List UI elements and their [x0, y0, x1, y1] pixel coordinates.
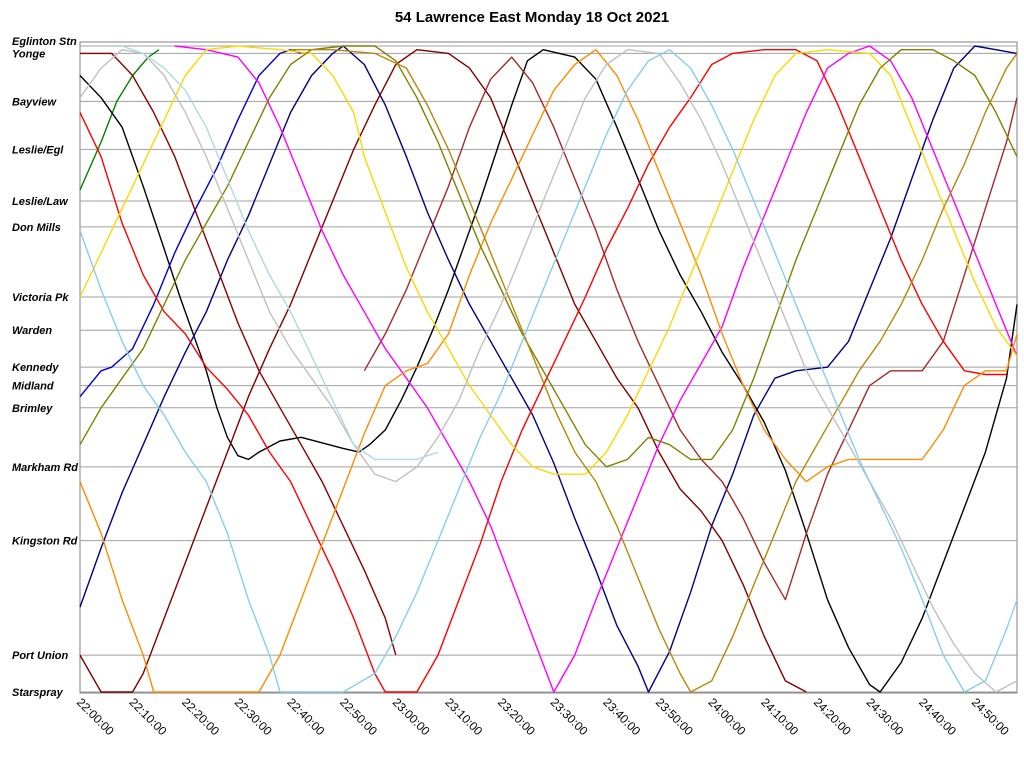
x-tick-labels: 22:00:00 22:10:00 22:20:00 22:30:00 22:40:00…: [74, 695, 1012, 738]
stop-label: Port Union: [12, 650, 68, 662]
vehicle-trip-line: [79, 45, 1018, 475]
x-tick-label: 22:20:00: [179, 695, 222, 738]
x-tick-label: 22:00:00: [74, 695, 117, 738]
stop-label: Kingston Rd: [12, 536, 78, 548]
vehicle-trip-line: [363, 56, 1018, 601]
x-tick-label: 24:50:00: [969, 695, 1012, 738]
stop-label: Starspray: [12, 687, 64, 699]
x-tick-label: 23:20:00: [495, 695, 538, 738]
x-tick-label: 22:30:00: [232, 695, 275, 738]
stop-label: Leslie/Law: [12, 196, 69, 208]
x-tick-label: 22:10:00: [127, 695, 170, 738]
stop-label: Eglinton Stn: [12, 36, 77, 48]
vehicle-trip-line: [79, 45, 1018, 693]
stop-label: Warden: [12, 325, 52, 337]
x-tick-label: 23:50:00: [653, 695, 696, 738]
series-lines: [79, 45, 1018, 693]
stop-label: Yonge: [12, 48, 45, 60]
x-tick-label: 24:20:00: [811, 695, 854, 738]
vehicle-trip-line: [79, 49, 1018, 693]
x-tick-label: 23:30:00: [548, 695, 591, 738]
stop-label: Bayview: [12, 96, 57, 108]
vehicle-trip-line: [174, 45, 1018, 693]
stop-label: Brimley: [12, 403, 53, 415]
vehicle-trip-line: [79, 49, 1018, 693]
x-tick-label: 24:00:00: [706, 695, 749, 738]
x-tick-label: 24:10:00: [758, 695, 801, 738]
x-tick-label: 23:10:00: [442, 695, 485, 738]
vehicle-trip-line: [79, 49, 302, 398]
stop-label: Leslie/Egl: [12, 144, 64, 156]
x-tick-label: 24:30:00: [863, 695, 906, 738]
stop-label: Midland: [12, 381, 54, 393]
stop-label: Victoria Pk: [12, 292, 69, 304]
chart-title: 54 Lawrence East Monday 18 Oct 2021: [394, 9, 670, 26]
vehicle-trip-line: [121, 45, 439, 461]
vehicle-trip-line: [79, 49, 807, 693]
stop-label: Kennedy: [12, 362, 59, 374]
vehicle-trip-line: [79, 45, 1018, 468]
stop-label: Don Mills: [12, 222, 61, 234]
stop-label: Markham Rd: [12, 462, 78, 474]
vehicle-trip-line: [79, 49, 1007, 693]
x-tick-label: 23:40:00: [600, 695, 643, 738]
x-tick-label: 22:50:00: [337, 695, 380, 738]
vehicle-trip-line: [290, 49, 1018, 693]
vehicle-trip-line: [80, 52, 397, 656]
vehicle-trip-line: [79, 49, 1018, 693]
x-tick-label: 22:40:00: [284, 695, 327, 738]
x-tick-label: 23:00:00: [390, 695, 433, 738]
x-tick-label: 24:40:00: [916, 695, 959, 738]
